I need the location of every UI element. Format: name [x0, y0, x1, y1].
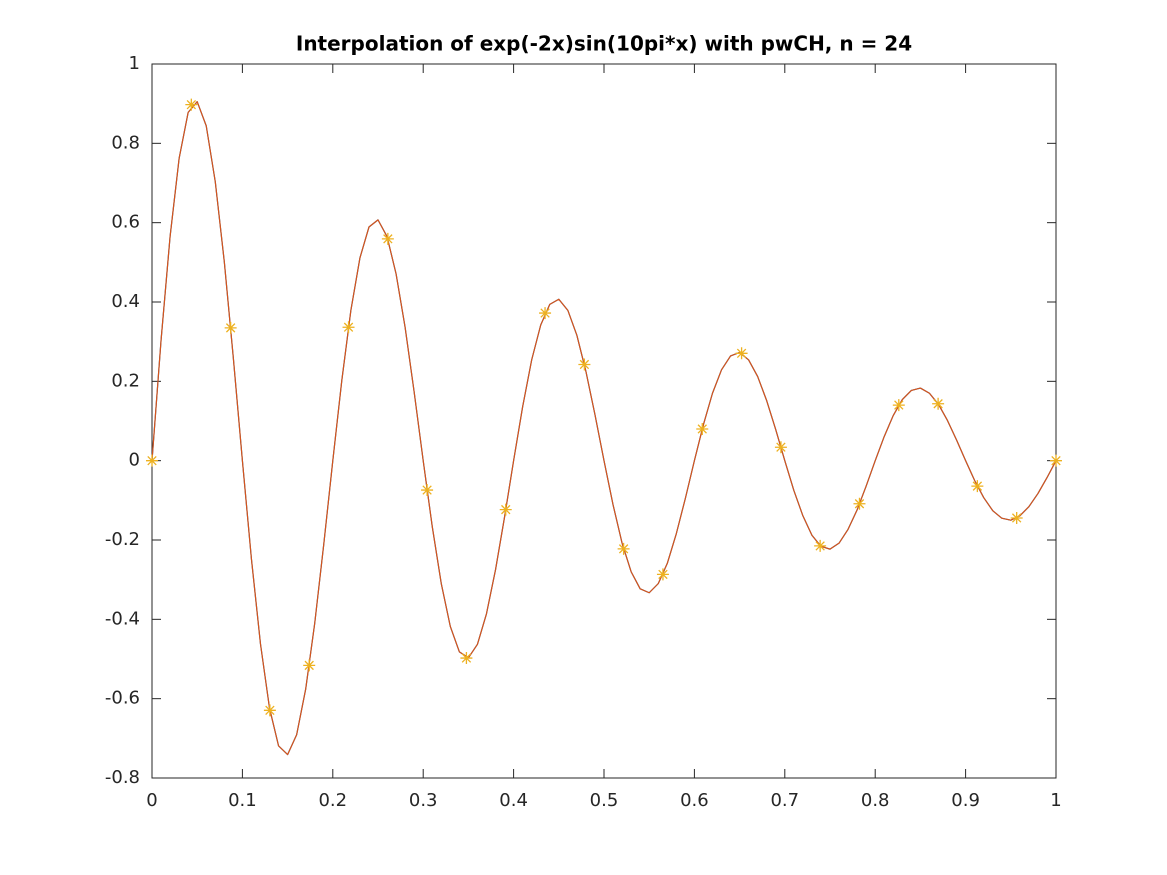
- data-point: [303, 659, 316, 672]
- x-tick-label: 0.9: [951, 790, 980, 811]
- x-tick-label: 0.7: [770, 790, 799, 811]
- data-point: [263, 704, 276, 717]
- data-point: [578, 358, 591, 371]
- data-point: [146, 454, 158, 467]
- y-tick-label: 0.8: [111, 132, 140, 153]
- x-tick-label: 0.6: [680, 790, 709, 811]
- y-tick-label: 0.4: [111, 291, 140, 312]
- y-tick-label: 0: [129, 450, 140, 471]
- data-point: [1010, 511, 1023, 524]
- data-point: [892, 399, 905, 412]
- plot-box: [151, 63, 1057, 779]
- data-point: [539, 307, 552, 320]
- x-tick-label: 0.2: [318, 790, 347, 811]
- data-point: [342, 321, 355, 334]
- y-tick-label: -0.4: [105, 608, 140, 629]
- y-tick-label: -0.6: [105, 688, 140, 709]
- data-point: [774, 441, 787, 454]
- data-point: [421, 484, 434, 497]
- data-point: [853, 497, 866, 510]
- x-tick-label: 1: [1050, 790, 1061, 811]
- chart-title: Interpolation of exp(-2x)sin(10pi*x) wit…: [296, 32, 912, 56]
- data-point: [735, 347, 748, 360]
- x-tick-label: 0: [146, 790, 157, 811]
- data-point: [1050, 454, 1062, 467]
- x-tick-label: 0.3: [409, 790, 438, 811]
- y-tick-label: -0.8: [105, 767, 140, 788]
- data-point: [814, 539, 827, 552]
- data-point: [224, 321, 237, 334]
- data-point: [381, 232, 394, 245]
- data-point: [185, 98, 198, 111]
- data-point: [932, 397, 945, 410]
- data-point: [656, 568, 669, 581]
- data-line: [151, 101, 1057, 756]
- data-point: [499, 503, 512, 516]
- y-tick-label: 0.2: [111, 370, 140, 391]
- y-tick-label: 1: [129, 53, 140, 74]
- data-point: [460, 652, 473, 665]
- data-point: [617, 542, 630, 555]
- y-tick-label: 0.6: [111, 212, 140, 233]
- data-point: [971, 480, 984, 493]
- x-tick-label: 0.5: [590, 790, 619, 811]
- x-tick-label: 0.1: [228, 790, 257, 811]
- y-tick-label: -0.2: [105, 529, 140, 550]
- x-tick-label: 0.4: [499, 790, 528, 811]
- data-point: [696, 422, 709, 435]
- x-tick-label: 0.8: [861, 790, 890, 811]
